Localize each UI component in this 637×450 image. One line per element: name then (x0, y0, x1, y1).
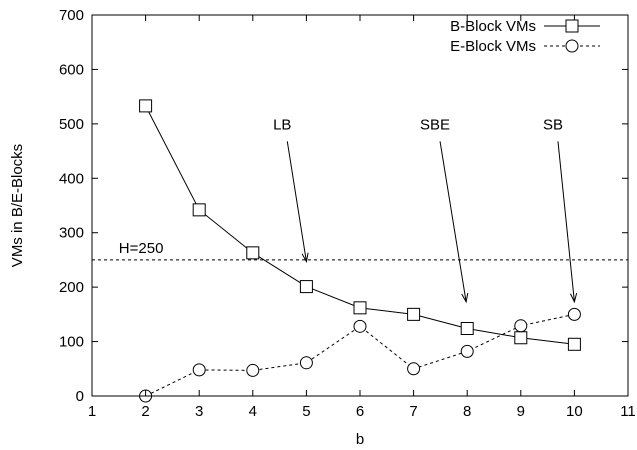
x-tick-label: 10 (566, 403, 583, 420)
axis-ticks: 1 2 3 4 5 6 7 8 9 10 11 0 100 200 300 400 500 600 700 (59, 7, 636, 420)
b-block-point (460, 322, 474, 336)
legend-marker (565, 19, 579, 33)
annotation-label: SBE (420, 116, 450, 133)
x-tick-label: 1 (88, 403, 96, 420)
legend-marks (544, 19, 600, 53)
e-block-point (192, 363, 206, 377)
e-block-point (514, 319, 528, 333)
legend-marker (565, 39, 579, 53)
e-block-point (353, 319, 367, 333)
b-block-point (407, 307, 421, 321)
y-tick-label: 200 (59, 279, 84, 296)
annotation-arrowhead (570, 292, 578, 304)
b-block-point (246, 246, 260, 260)
y-axis-label: VMs in B/E-Blocks (9, 144, 26, 267)
annotation-arrow (557, 141, 575, 302)
series-line-e-block (145, 313, 575, 397)
legend-label-e-block: E-Block VMs (450, 38, 536, 55)
reference-line-label: H=250 (119, 240, 164, 257)
x-tick-label: 5 (302, 403, 310, 420)
e-block-point (407, 362, 421, 376)
x-tick-label: 8 (463, 403, 471, 420)
annotation-label: SB (543, 116, 563, 133)
annotation-arrowhead (461, 292, 469, 304)
e-block-point (460, 344, 474, 358)
b-block-point (567, 337, 581, 351)
reference-lines: H=250 (92, 240, 628, 261)
b-block-point (353, 301, 367, 315)
plot-frame (91, 14, 629, 397)
annotation-arrowhead (301, 252, 309, 264)
y-tick-label: 700 (59, 7, 84, 24)
y-tick-label: 400 (59, 170, 84, 187)
y-tick-label: 0 (76, 388, 84, 405)
x-tick-label: 7 (409, 403, 417, 420)
y-tick-label: 100 (59, 334, 84, 351)
y-tick-label: 300 (59, 225, 84, 242)
e-block-point (246, 363, 260, 377)
y-tick-label: 600 (59, 61, 84, 78)
y-tick-label: 500 (59, 116, 84, 133)
x-tick-label: 11 (620, 403, 636, 420)
legend: B-Block VMs E-Block VMs (450, 18, 600, 55)
annotation-arrow (439, 141, 467, 302)
x-tick-label: 2 (141, 403, 149, 420)
b-block-point (192, 203, 206, 217)
annotation-arrow (286, 141, 307, 262)
legend-label-b-block: B-Block VMs (450, 18, 536, 35)
annotation-label: LB (273, 116, 291, 133)
x-tick-label: 9 (517, 403, 525, 420)
x-tick-label: 3 (195, 403, 203, 420)
b-block-point (514, 331, 528, 345)
b-block-point (139, 99, 153, 113)
x-tick-label: 6 (356, 403, 364, 420)
e-block-point (299, 356, 313, 370)
x-axis-label: b (356, 431, 364, 448)
series-layer (139, 99, 581, 403)
e-block-point (567, 307, 581, 321)
annotations: LB SBE SB (273, 116, 578, 304)
b-block-point (299, 280, 313, 294)
x-tick-label: 4 (249, 403, 257, 420)
